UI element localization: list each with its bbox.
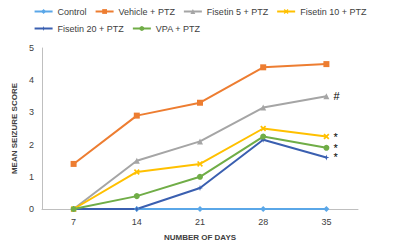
svg-text:7: 7 bbox=[71, 217, 76, 227]
svg-text:Fisetin 20 + PTZ: Fisetin 20 + PTZ bbox=[58, 24, 125, 34]
svg-text:Vehicle + PTZ: Vehicle + PTZ bbox=[119, 7, 176, 17]
svg-text:35: 35 bbox=[321, 217, 331, 227]
svg-text:21: 21 bbox=[195, 217, 205, 227]
svg-text:14: 14 bbox=[132, 217, 142, 227]
svg-text:MEAN SEIZURE SCORE: MEAN SEIZURE SCORE bbox=[10, 82, 19, 174]
svg-text:*: * bbox=[333, 142, 338, 154]
svg-text:Fisetin 10 + PTZ: Fisetin 10 + PTZ bbox=[300, 7, 367, 17]
svg-text:*: * bbox=[333, 131, 338, 143]
svg-text:#: # bbox=[333, 90, 340, 102]
svg-text:2: 2 bbox=[29, 140, 34, 150]
svg-text:1: 1 bbox=[29, 172, 34, 182]
svg-text:Fisetin 5 + PTZ: Fisetin 5 + PTZ bbox=[207, 7, 269, 17]
svg-text:4: 4 bbox=[29, 75, 34, 85]
svg-text:5: 5 bbox=[29, 43, 34, 53]
svg-text:0: 0 bbox=[29, 204, 34, 214]
svg-text:VPA + PTZ: VPA + PTZ bbox=[156, 24, 201, 34]
svg-text:28: 28 bbox=[258, 217, 268, 227]
svg-text:3: 3 bbox=[29, 107, 34, 117]
svg-text:Control: Control bbox=[58, 7, 87, 17]
svg-text:NUMBER OF DAYS: NUMBER OF DAYS bbox=[164, 233, 237, 242]
